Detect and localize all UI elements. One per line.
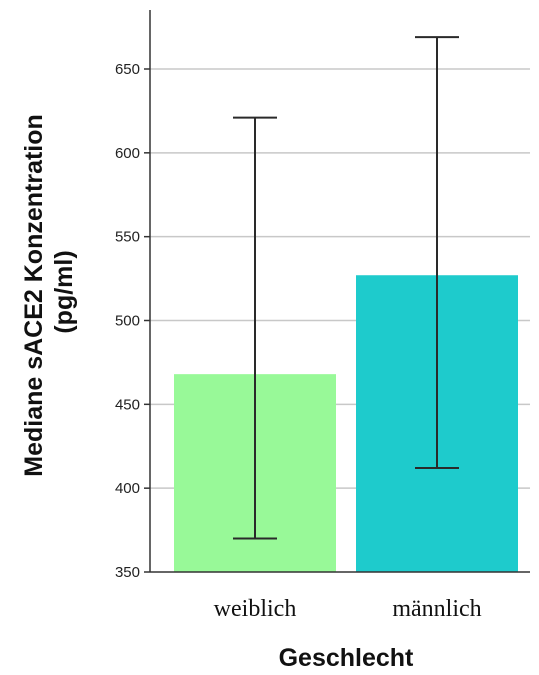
error-bars [233,36,459,540]
x-category-label-0: weiblich [214,596,297,622]
y-tick-label-400: 400 [115,480,140,497]
y-axis-title-line-1: Mediane sACE2 Konzentration [20,114,48,477]
y-tick-label-550: 550 [115,229,140,246]
axes [149,10,530,573]
x-category-label-1: männlich [392,596,481,622]
y-tick-labels: 350 400 450 500 550 600 650 [115,61,150,581]
y-tick-label-450: 450 [115,396,140,413]
y-axis-title-line-2: (pg/ml) [50,250,78,333]
y-tick-label-500: 500 [115,313,140,330]
x-axis-title: Geschlecht [279,644,414,672]
y-axis-title: Mediane sACE2 Konzentration (pg/ml) [20,107,78,477]
y-tick-label-650: 650 [115,61,140,78]
y-tick-label-350: 350 [115,564,140,581]
bars [174,275,518,572]
x-category-labels: weiblich männlich [214,596,482,622]
y-tick-label-600: 600 [115,145,140,162]
